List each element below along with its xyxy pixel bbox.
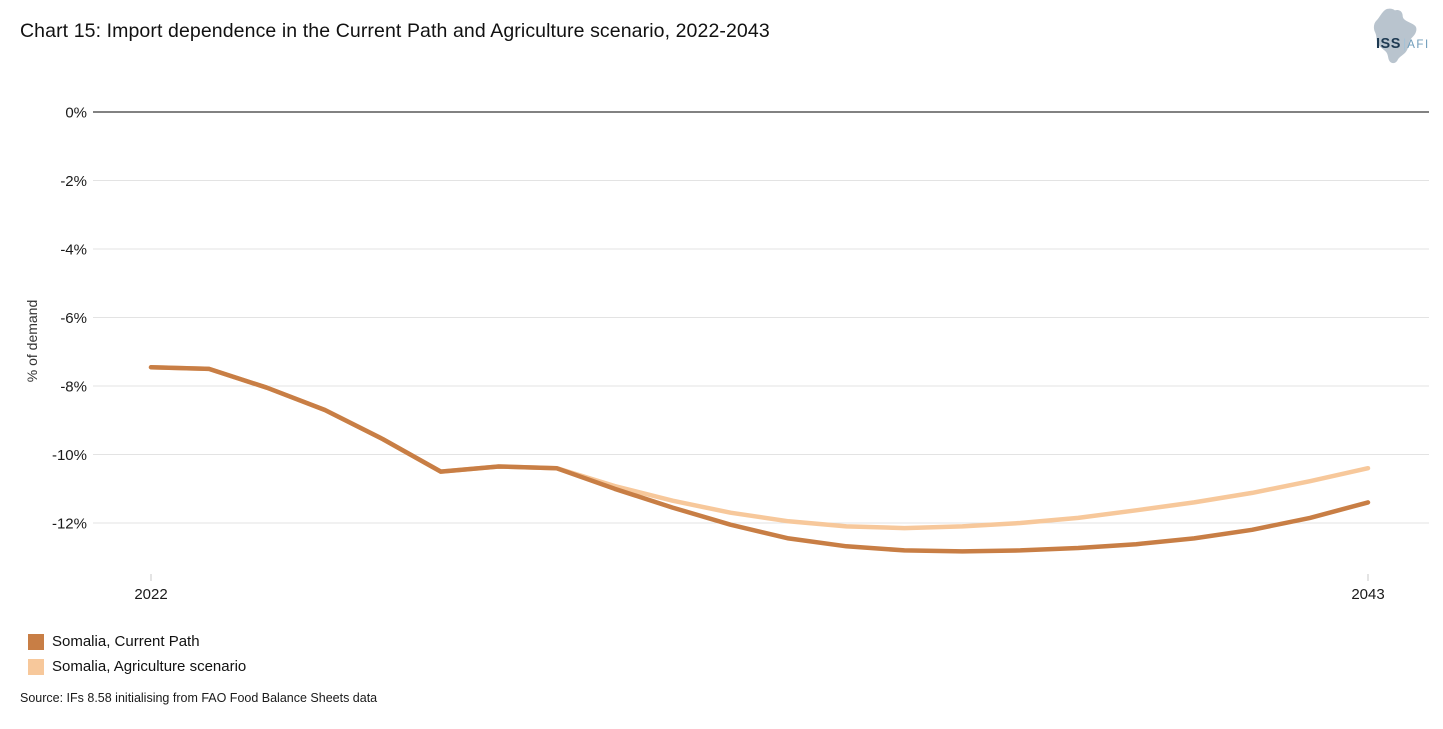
- y-tick-label: -8%: [60, 379, 87, 396]
- y-axis-title: % of demand: [24, 300, 40, 383]
- legend-label-current-path: Somalia, Current Path: [52, 633, 200, 650]
- iss-afi-logo: ISS | AFI: [1358, 5, 1438, 67]
- y-tick-label: -4%: [60, 242, 87, 259]
- legend-swatch-agriculture-scenario: [28, 658, 44, 675]
- gridlines: [93, 111, 1429, 524]
- y-tick-label: -12%: [52, 516, 87, 533]
- series-line-somalia-current-path: [148, 364, 1371, 554]
- logo-separator: |: [1402, 36, 1407, 51]
- africa-map-icon: [1373, 8, 1417, 64]
- y-tick-label: -2%: [60, 173, 87, 190]
- legend-item-agriculture-scenario: Somalia, Agriculture scenario: [28, 654, 246, 679]
- legend-item-current-path: Somalia, Current Path: [28, 629, 246, 654]
- logo-secondary-text: AFI: [1407, 39, 1430, 51]
- x-tick-label: 2022: [134, 586, 167, 603]
- series-line-somalia-agriculture-scenario: [148, 364, 1371, 531]
- y-tick-label: -6%: [60, 310, 87, 327]
- chart-canvas: 0% -2% -4% -6% -8% -10% -12% % of demand 2022 204…: [24, 105, 1429, 603]
- legend-label-agriculture-scenario: Somalia, Agriculture scenario: [52, 658, 247, 675]
- y-tick-label: -10%: [52, 447, 87, 464]
- logo-text: ISS | AFI: [1376, 36, 1430, 52]
- x-axis: 2022 2043: [134, 574, 1385, 603]
- logo-primary-text: ISS: [1376, 36, 1401, 52]
- legend-swatch-current-path: [28, 633, 44, 650]
- y-tick-label: 0%: [65, 105, 87, 122]
- chart-title: Chart 15: Import dependence in the Curre…: [20, 20, 770, 42]
- chart-legend: Somalia, Current Path Somalia, Agricultu…: [28, 629, 246, 679]
- y-axis-tick-labels: 0% -2% -4% -6% -8% -10% -12%: [52, 105, 87, 533]
- import-dependence-line-chart: 0% -2% -4% -6% -8% -10% -12% % of demand 2022 204…: [0, 90, 1443, 610]
- source-note: Source: IFs 8.58 initialising from FAO F…: [20, 691, 378, 705]
- x-tick-label: 2043: [1351, 586, 1384, 603]
